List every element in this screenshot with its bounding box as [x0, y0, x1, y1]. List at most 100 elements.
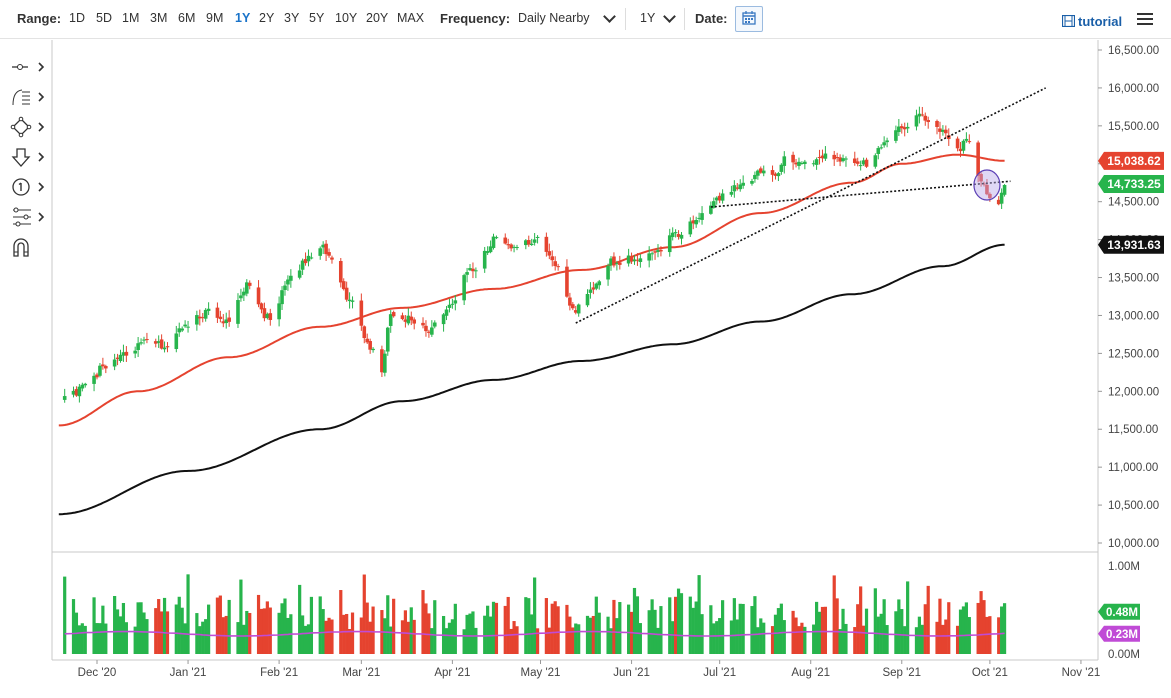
range-button-3m[interactable]: 3M: [150, 11, 168, 25]
candle-body: [297, 270, 302, 278]
volume-bar: [195, 613, 199, 654]
candle-body: [391, 312, 396, 317]
candle-body: [738, 184, 743, 190]
shapes-tool-button[interactable]: [8, 115, 48, 139]
volume-bar: [597, 612, 601, 654]
volume-bar: [430, 628, 434, 654]
film-icon: [1061, 14, 1076, 28]
volume-bar: [362, 574, 366, 654]
range-button-5d[interactable]: 5D: [96, 11, 112, 25]
candle-body: [873, 155, 878, 167]
candle-body: [676, 234, 681, 237]
candle-body: [618, 262, 622, 265]
volume-bar: [339, 590, 343, 654]
range-button-6m[interactable]: 6M: [178, 11, 196, 25]
candle-body: [424, 325, 428, 332]
candle-body: [318, 248, 323, 256]
volume-bar: [342, 614, 346, 654]
candle-body: [750, 181, 754, 184]
candle-body: [430, 327, 434, 335]
range-button-5y[interactable]: 5Y: [309, 11, 325, 25]
range-button-1d[interactable]: 1D: [69, 11, 85, 25]
candle-body: [289, 275, 293, 281]
calendar-button[interactable]: [735, 6, 763, 32]
range-button-max[interactable]: MAX: [397, 11, 425, 25]
arrow-tool-button[interactable]: [8, 145, 48, 169]
candle-body: [203, 309, 208, 319]
volume-bar: [465, 614, 469, 654]
magnet-icon: [13, 238, 29, 257]
candle-body: [588, 289, 593, 293]
volume-bar: [612, 599, 616, 654]
candle-body: [462, 275, 466, 301]
price-tick-label: 12,500.00: [1108, 348, 1159, 360]
candle-body: [142, 339, 146, 341]
tutorial-link[interactable]: tutorial: [1061, 14, 1122, 29]
volume-bar: [947, 602, 951, 654]
volume-bar: [154, 608, 158, 654]
candle-body: [509, 244, 513, 249]
candle-body: [98, 365, 102, 376]
pattern-tool-button[interactable]: [8, 205, 48, 229]
candle-body: [761, 170, 766, 174]
marker-tool-button[interactable]: [8, 175, 48, 199]
volume-bar: [753, 596, 757, 654]
candle-body: [277, 303, 281, 320]
candle-body: [547, 251, 552, 256]
volume-bar: [77, 625, 81, 654]
volume-bar: [280, 603, 284, 654]
price-tick-label: 10,500.00: [1108, 500, 1159, 512]
volume-bar: [468, 613, 472, 654]
volume-bar: [389, 626, 393, 654]
volume-bar: [527, 598, 531, 654]
volume-bar: [794, 617, 798, 654]
volume-bar: [392, 598, 396, 654]
candle-body: [453, 300, 458, 304]
volume-bar: [938, 598, 942, 654]
fibonacci-tool-button[interactable]: [8, 85, 48, 109]
hamburger-menu-icon[interactable]: [1137, 13, 1153, 25]
candle-body: [221, 321, 226, 324]
chevron-down-icon[interactable]: [603, 10, 616, 23]
volume-bar: [124, 622, 128, 654]
volume-bar: [882, 599, 886, 654]
volume-bar: [215, 597, 220, 654]
range-button-1y[interactable]: 1Y: [235, 11, 251, 25]
volume-bar: [568, 616, 572, 654]
volume-bar: [265, 601, 269, 654]
price-tick-label: 14,500.00: [1108, 197, 1159, 209]
candle-body: [902, 127, 907, 130]
volume-bar: [63, 576, 67, 654]
range-button-3y[interactable]: 3Y: [284, 11, 300, 25]
crosshair-tool-button[interactable]: [8, 55, 48, 79]
volume-bar: [773, 614, 778, 654]
range-button-9m[interactable]: 9M: [206, 11, 224, 25]
volume-bar: [239, 579, 243, 654]
candle-body: [653, 251, 657, 253]
candle-body: [656, 250, 660, 253]
frequency-select[interactable]: Daily Nearby: [518, 11, 590, 25]
candle-body: [794, 162, 798, 165]
volume-bar: [797, 626, 801, 654]
candle-body: [359, 300, 364, 326]
candle-body: [432, 322, 437, 327]
candle-body: [380, 349, 384, 373]
candle-body: [268, 313, 273, 320]
volume-bar: [350, 612, 355, 654]
price-chart[interactable]: 16,500.0016,000.0015,500.0015,000.0014,5…: [0, 38, 1171, 698]
date-tick-label: Dec '20: [78, 667, 117, 679]
range-button-10y[interactable]: 10Y: [335, 11, 358, 25]
volume-bar: [591, 615, 595, 654]
chevron-down-icon[interactable]: [663, 10, 676, 23]
candle-body: [529, 243, 534, 246]
candle-body: [200, 317, 205, 319]
range-button-1m[interactable]: 1M: [122, 11, 140, 25]
magnet-tool-button[interactable]: [8, 235, 48, 259]
volume-bar: [668, 597, 672, 654]
candle-body: [174, 333, 179, 350]
range-button-2y[interactable]: 2Y: [259, 11, 275, 25]
range-button-20y[interactable]: 20Y: [366, 11, 389, 25]
period-select[interactable]: 1Y: [640, 11, 656, 25]
volume-bar: [309, 596, 314, 654]
candle-body: [606, 265, 610, 280]
